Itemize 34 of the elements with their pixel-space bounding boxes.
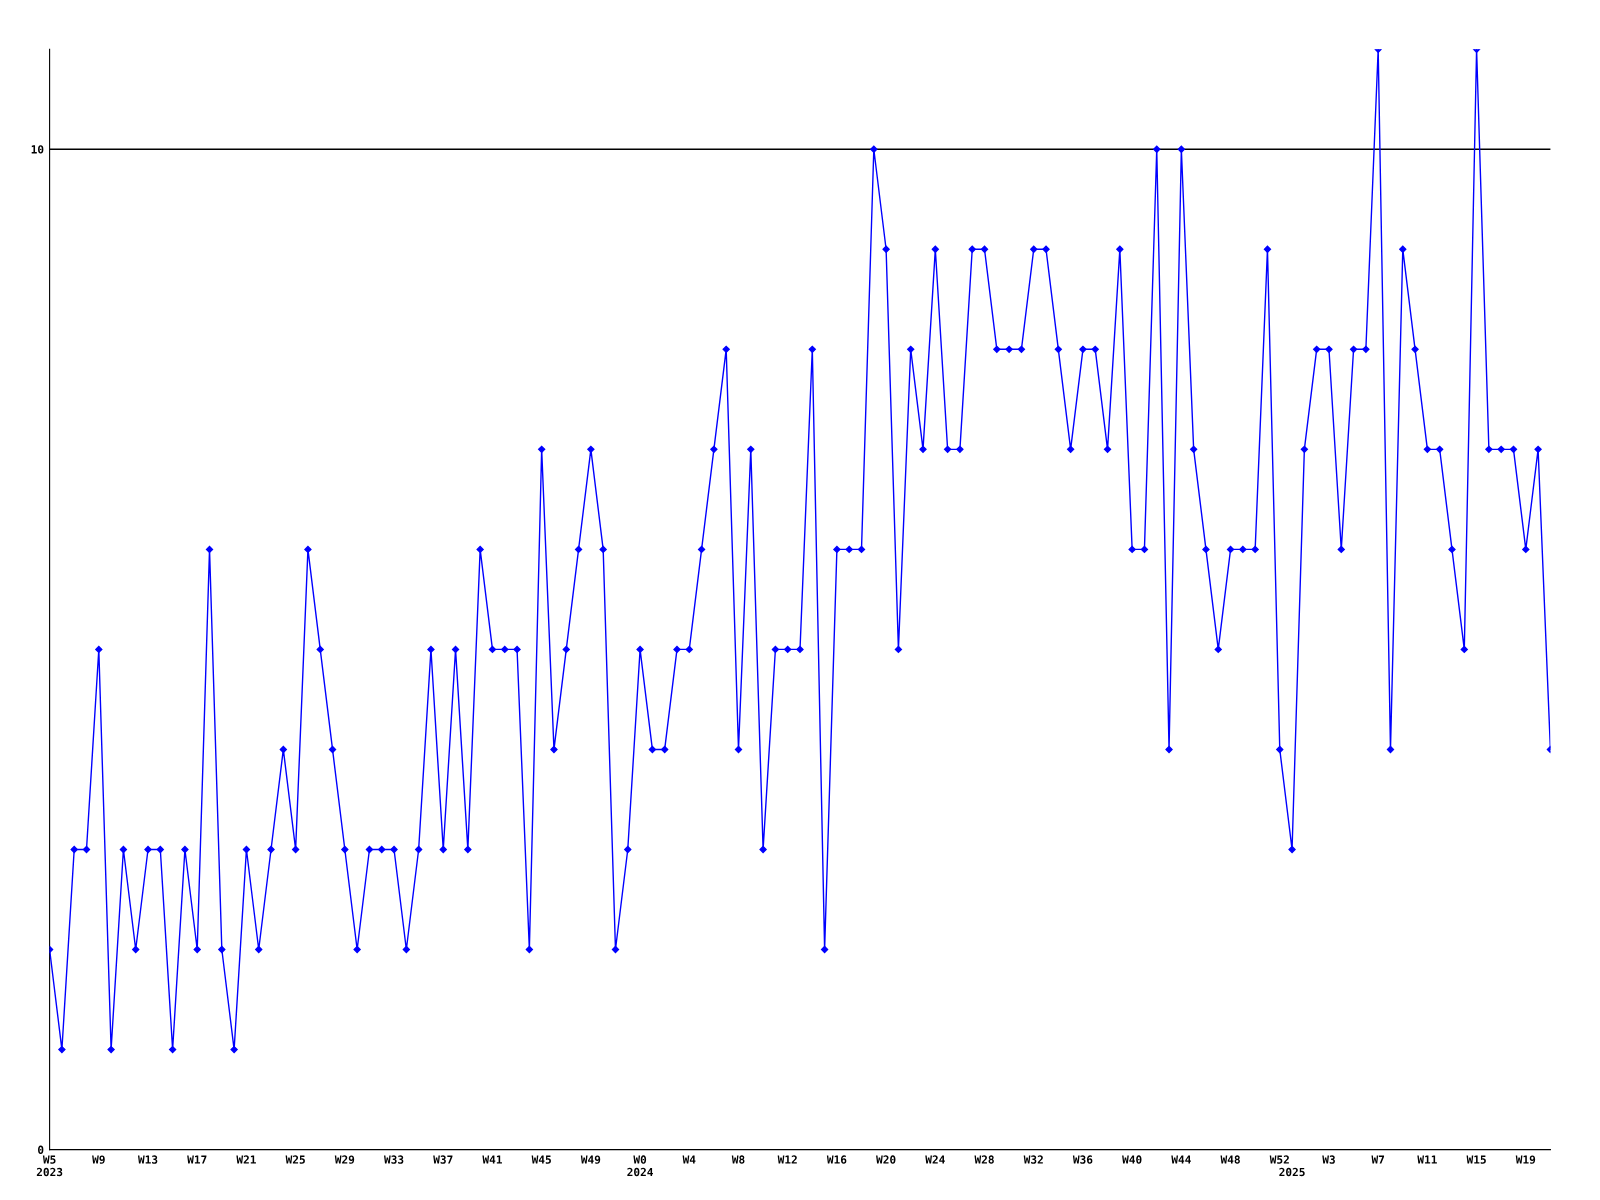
x-tick-label: W29 [334,1155,355,1164]
x-tick-label: W41 [482,1155,502,1164]
x-tick-label: W49 [580,1155,601,1164]
x-tick-label: W40 [1122,1155,1142,1164]
x-tick-label: W4 [682,1155,696,1164]
y-tick-label: 0 [38,1145,44,1154]
x-tick-label: W19 [1515,1155,1536,1164]
x-tick-label: W13 [137,1155,158,1164]
x-tick-label: W17 [187,1155,207,1164]
x-tick-label: W48 [1220,1155,1240,1164]
x-tick-label: W8 [731,1155,745,1164]
x-tick-label: W11 [1417,1155,1437,1164]
x-tick-label: W15 [1466,1155,1486,1164]
x-tick-label: W12 [777,1155,797,1164]
x-tick-label: W5 2023 [36,1155,63,1177]
x-tick-label: W44 [1171,1155,1191,1164]
x-tick-label: W7 [1371,1155,1385,1164]
x-tick-label: W25 [285,1155,305,1164]
x-tick-label: W52 [1269,1155,1289,1164]
x-tick-label: W21 [236,1155,256,1164]
x-tick-label: W9 [92,1155,105,1164]
x-tick-label: W28 [974,1155,994,1164]
x-tick-label: W0 2024 [627,1155,653,1177]
x-tick-label: W20 [876,1155,896,1164]
x-tick-label: W16 [826,1155,847,1164]
x-tick-label: W37 [433,1155,453,1164]
x-tick-label: W45 [531,1155,551,1164]
x-tick-label: W36 [1072,1155,1093,1164]
x-tick-label: W3 [1322,1155,1335,1164]
x-tick-label: W32 [1023,1155,1043,1164]
x-tick-label: 2025 [1279,1167,1305,1177]
x-tick-label: W24 [925,1155,945,1164]
y-tick-label: 10 [31,145,44,154]
x-tick-label: W33 [384,1155,404,1164]
